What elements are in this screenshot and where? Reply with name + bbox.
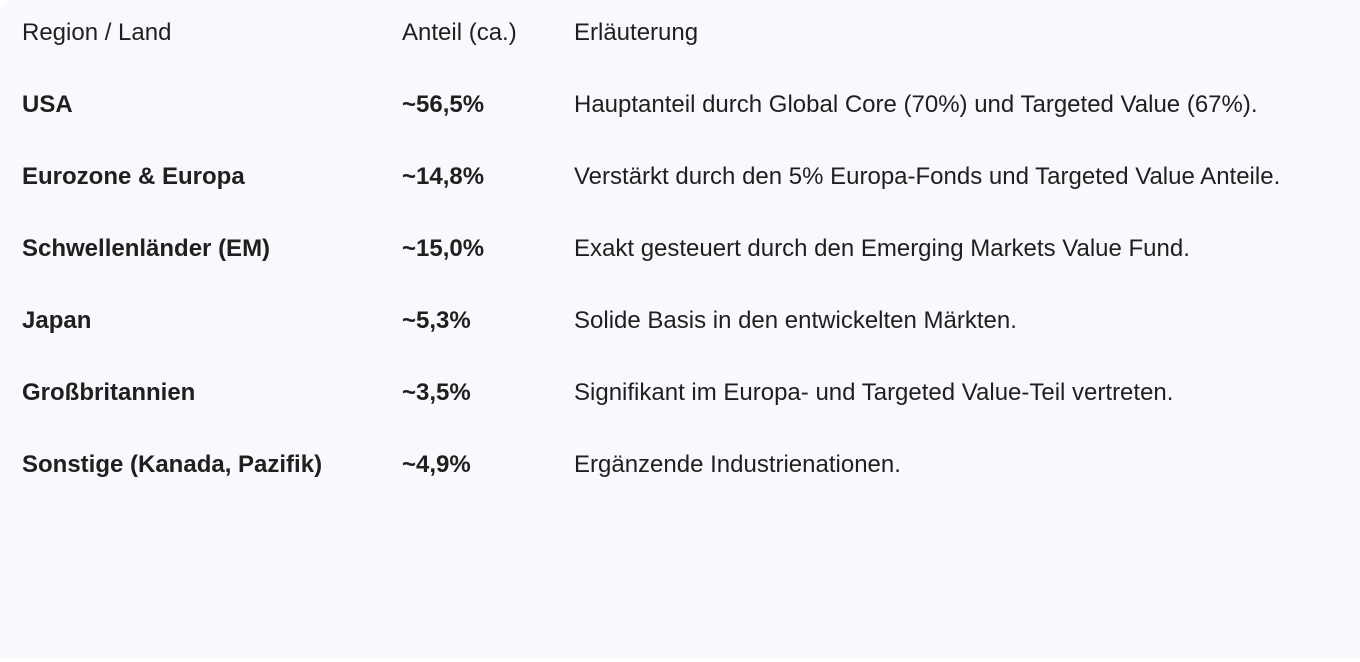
table-row: Großbritannien ~3,5% Signifikant im Europa… bbox=[6, 357, 1350, 429]
note-cell: Verstärkt durch den 5% Europa-Fonds und … bbox=[574, 163, 1281, 190]
share-cell: ~56,5% bbox=[402, 91, 485, 118]
table-row: Schwellenländer (EM) ~15,0% Exakt gesteuer… bbox=[6, 213, 1350, 285]
note-cell: Exakt gesteuert durch den Emerging Marke… bbox=[574, 235, 1190, 262]
region-cell: Japan bbox=[22, 307, 92, 334]
table-row: Eurozone & Europa ~14,8% Verstärkt durch d… bbox=[6, 141, 1350, 213]
share-cell: ~15,0% bbox=[402, 235, 485, 262]
note-cell: Hauptanteil durch Global Core (70%) und … bbox=[574, 91, 1258, 118]
table-row: USA ~56,5% Hauptanteil durch Global Core (… bbox=[6, 69, 1350, 141]
share-cell: ~14,8% bbox=[402, 163, 485, 190]
note-cell: Signifikant im Europa- und Targeted Valu… bbox=[574, 379, 1174, 406]
region-cell: USA bbox=[22, 91, 73, 118]
region-allocation-table: Region / Land Anteil (ca.) Erläuterung U… bbox=[6, 0, 1350, 501]
note-cell: Ergänzende Industrienationen. bbox=[574, 451, 901, 478]
note-cell: Solide Basis in den entwickelten Märkten… bbox=[574, 307, 1017, 334]
header-region: Region / Land bbox=[22, 19, 172, 46]
region-cell: Großbritannien bbox=[22, 379, 196, 406]
share-cell: ~4,9% bbox=[402, 451, 471, 478]
share-cell: ~5,3% bbox=[402, 307, 471, 334]
share-cell: ~3,5% bbox=[402, 379, 471, 406]
region-cell: Sonstige (Kanada, Pazifik) bbox=[22, 451, 323, 478]
table-header-row: Region / Land Anteil (ca.) Erläuterung bbox=[6, 0, 1350, 69]
table-row: Japan ~5,3% Solide Basis in den entwickelt… bbox=[6, 285, 1350, 357]
region-cell: Eurozone & Europa bbox=[22, 163, 245, 190]
table-row: Sonstige (Kanada, Pazifik) ~4,9% Ergänzend… bbox=[6, 429, 1350, 501]
header-note: Erläuterung bbox=[574, 19, 699, 46]
region-cell: Schwellenländer (EM) bbox=[22, 235, 271, 262]
header-share: Anteil (ca.) bbox=[402, 19, 517, 46]
